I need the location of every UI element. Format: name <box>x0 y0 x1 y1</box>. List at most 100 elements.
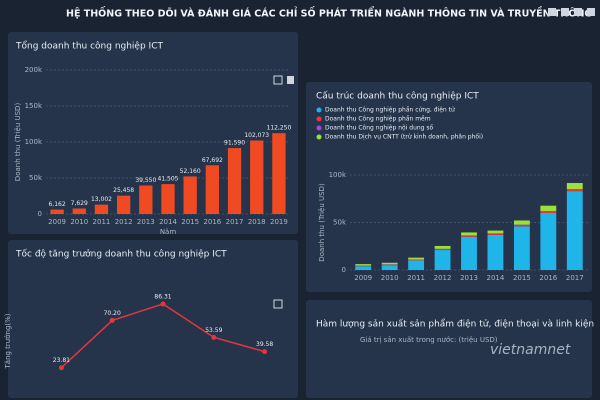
y-tick-label: 50k <box>333 219 347 227</box>
legend-label: Doanh thu Công nghiệp nội dung số <box>325 125 434 132</box>
data-label: 53.59 <box>205 327 222 334</box>
bar-segment <box>566 191 583 270</box>
data-label: 112,250 <box>267 125 292 132</box>
x-tick-label: 2015 <box>181 218 199 226</box>
x-axis-title: Năm <box>160 228 177 236</box>
legend-label: Doanh thu Dịch vụ CNTT (trừ kinh doanh, … <box>325 134 483 141</box>
bar <box>227 148 242 214</box>
bar-segment <box>461 236 477 270</box>
x-tick-label: 2016 <box>203 218 221 226</box>
panel-title: Hàm lượng sản xuất sản phẩm điện tử, điệ… <box>316 319 594 330</box>
data-label: 67,692 <box>202 157 223 164</box>
y-tick-label: 0 <box>342 266 346 274</box>
chart-title: Tốc độ tăng trưởng doanh thu công nghiệp… <box>15 249 227 260</box>
bar-segment <box>540 205 557 212</box>
x-tick-label: 2014 <box>487 274 505 282</box>
y-tick-label: 150k <box>25 102 43 110</box>
expand-icon[interactable] <box>273 75 283 85</box>
header-title: HỆ THỐNG THEO DÕI VÀ ĐÁNH GIÁ CÁC CHỈ SỐ… <box>66 7 592 20</box>
y-axis-title: Tăng trưởng(%) <box>4 313 12 369</box>
bar-segment <box>513 224 530 226</box>
icon-fullscreen[interactable] <box>587 8 595 16</box>
icon-prev[interactable] <box>548 8 556 16</box>
bar-segment <box>461 235 477 236</box>
y-tick-label: 0 <box>38 210 42 218</box>
legend-swatch <box>316 134 322 140</box>
data-label: 39.58 <box>256 341 273 348</box>
toolbar[interactable] <box>548 8 595 16</box>
expand-icon[interactable] <box>273 299 283 309</box>
y-tick-label: 50k <box>29 174 43 182</box>
y-tick-label: 100k <box>25 138 43 146</box>
panel <box>306 300 592 398</box>
bar <box>116 195 131 214</box>
point <box>109 317 115 323</box>
download-icon[interactable] <box>287 76 294 84</box>
legend-label: Doanh thu Công nghiệp phần cứng, điện tử <box>325 106 456 114</box>
legend-swatch <box>316 107 322 113</box>
x-tick-label: 2017 <box>566 274 584 282</box>
x-tick-label: 2012 <box>434 274 452 282</box>
data-label: 52,160 <box>180 168 201 175</box>
bar-segment <box>408 257 425 260</box>
x-tick-label: 2014 <box>159 218 177 226</box>
bar-segment <box>540 213 557 270</box>
data-label: 7,629 <box>71 200 88 207</box>
panel-subtitle: Giá trị sản xuất trong nước: (triệu USD) <box>360 336 498 344</box>
bar-segment <box>381 262 398 265</box>
y-tick-label: 200k <box>25 66 43 74</box>
data-label: 70.20 <box>104 310 121 317</box>
icon-next[interactable] <box>574 8 582 16</box>
chart-title: Cấu trúc doanh thu công nghiệp ICT <box>316 91 479 102</box>
bar-segment <box>513 226 530 270</box>
bar-segment <box>408 260 425 270</box>
data-label: 39,550 <box>135 177 156 184</box>
legend-label: Doanh thu Công nghiệp phần mềm <box>325 115 431 123</box>
bar <box>139 185 153 214</box>
bar-segment <box>540 211 557 213</box>
legend-swatch <box>316 125 322 131</box>
point <box>160 301 166 307</box>
x-tick-label: 2010 <box>70 218 88 226</box>
data-label: 6,162 <box>48 201 65 208</box>
icon-play[interactable] <box>561 8 569 16</box>
bar <box>183 176 197 214</box>
x-tick-label: 2016 <box>539 274 557 282</box>
panel <box>8 240 298 398</box>
bar-segment <box>461 235 477 237</box>
bar-segment <box>408 259 425 261</box>
bar-segment <box>513 225 530 227</box>
x-tick-label: 2011 <box>93 218 111 226</box>
bar <box>205 165 220 214</box>
bar <box>161 184 175 214</box>
point <box>211 334 217 340</box>
y-axis-title: Doanh thu (Triệu USD) <box>318 183 326 262</box>
bar-segment <box>566 183 583 190</box>
y-tick-label: 100k <box>329 171 347 179</box>
data-label: 41,505 <box>158 176 179 183</box>
bar-segment <box>381 265 398 270</box>
x-tick-label: 2017 <box>226 218 244 226</box>
bar-segment <box>434 250 451 270</box>
x-tick-label: 2013 <box>137 218 155 226</box>
watermark: vietnamnet <box>490 342 571 358</box>
bar <box>94 204 109 214</box>
data-label: 102,073 <box>244 132 269 139</box>
legend-swatch <box>316 116 322 122</box>
bar-segment <box>566 189 583 190</box>
x-tick-label: 2009 <box>48 218 66 226</box>
point <box>262 349 268 355</box>
x-tick-label: 2009 <box>354 274 372 282</box>
bar-segment <box>355 266 372 270</box>
bar-segment <box>487 233 504 234</box>
bar <box>72 208 86 214</box>
data-label: 23.81 <box>53 357 70 364</box>
x-tick-label: 2012 <box>115 218 133 226</box>
y-axis-title: Doanh thu (Triệu USD) <box>14 103 22 182</box>
x-tick-label: 2010 <box>381 274 399 282</box>
bar-segment <box>566 189 583 192</box>
bar-segment <box>487 234 504 270</box>
data-label: 25,458 <box>113 187 134 194</box>
panel <box>8 32 298 234</box>
